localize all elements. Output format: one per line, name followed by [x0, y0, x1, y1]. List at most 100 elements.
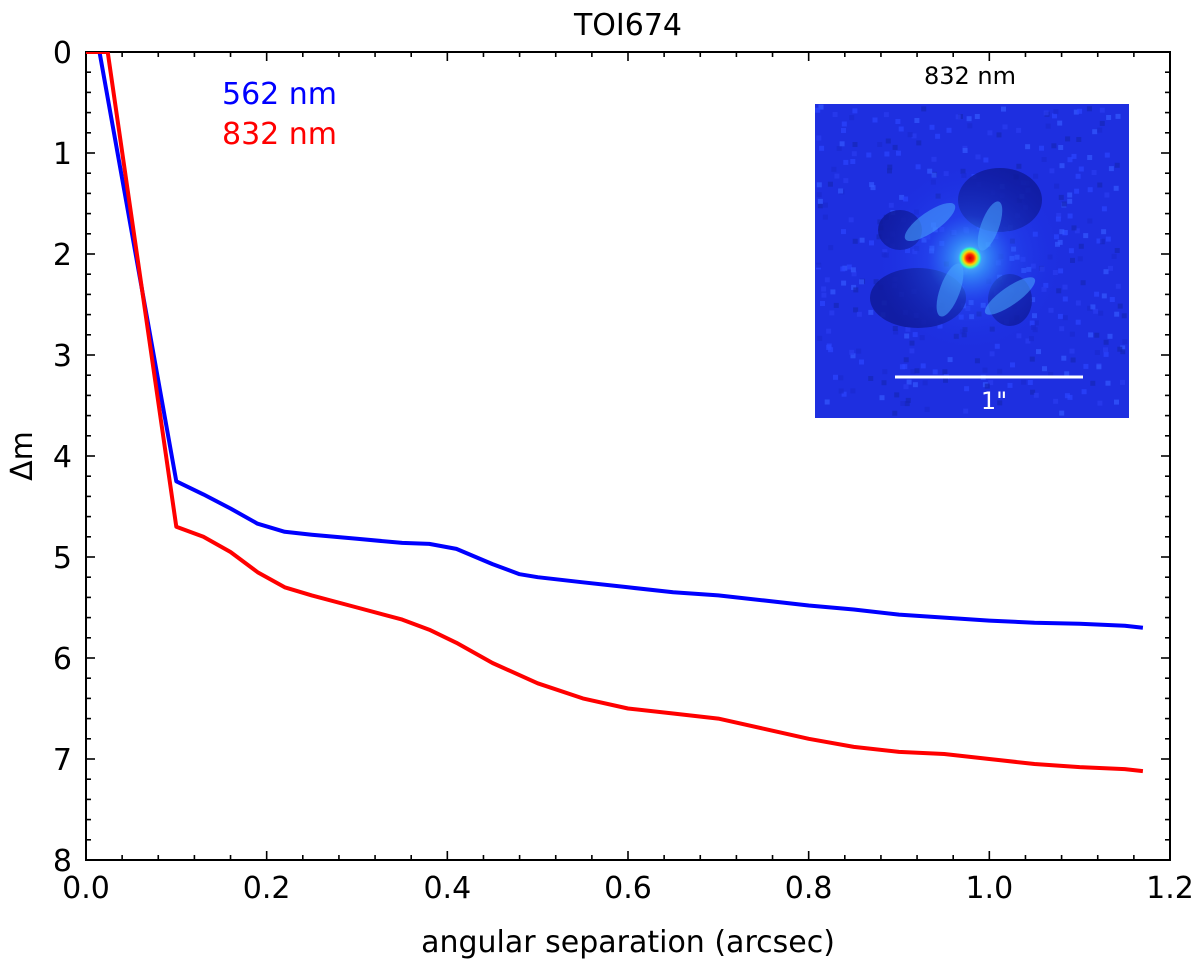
inset-noise-pixel	[869, 240, 874, 246]
inset-noise-pixel	[1103, 269, 1109, 275]
inset-noise-pixel	[1069, 331, 1075, 337]
inset-noise-pixel	[1058, 145, 1064, 150]
series-lines	[86, 52, 1144, 774]
inset-noise-pixel	[1057, 313, 1063, 319]
inset-noise-pixel	[1054, 183, 1060, 189]
inset-noise-pixel	[964, 386, 970, 392]
inset-noise-pixel	[884, 151, 890, 157]
inset-noise-pixel	[912, 382, 918, 388]
inset-noise-pixel	[1067, 198, 1073, 204]
inset-noise-pixel	[1071, 153, 1077, 159]
inset-noise-pixel	[1067, 394, 1073, 400]
inset-noise-pixel	[885, 138, 891, 144]
inset-noise-pixel	[1039, 145, 1044, 151]
inset-noise-pixel	[1111, 253, 1117, 259]
inset-noise-pixel	[841, 280, 847, 286]
inset-noise-pixel	[836, 146, 842, 151]
inset-noise-pixel	[1088, 332, 1094, 338]
inset-noise-pixel	[859, 279, 865, 285]
inset-noise-pixel	[824, 399, 830, 405]
inset-noise-pixel	[843, 178, 849, 184]
inset-noise-pixel	[1094, 332, 1100, 338]
y-tick-label: 7	[53, 743, 72, 778]
series-line-832nm	[86, 52, 1144, 774]
inset-noise-pixel	[1114, 248, 1120, 253]
inset-noise-pixel	[841, 229, 846, 235]
inset-noise-pixel	[1030, 389, 1036, 395]
x-tick-label: 0.6	[604, 871, 652, 906]
inset-noise-pixel	[892, 410, 898, 416]
inset-noise-pixel	[895, 119, 901, 124]
inset-noise-pixel	[974, 358, 980, 364]
inset-noise-pixel	[1107, 333, 1113, 339]
inset-noise-pixel	[834, 173, 840, 179]
inset-noise-pixel	[1073, 109, 1079, 115]
inset-noise-pixel	[893, 329, 899, 335]
inset-noise-pixel	[1070, 257, 1075, 263]
inset-noise-pixel	[1078, 166, 1084, 172]
inset-noise-pixel	[1092, 129, 1098, 135]
inset-noise-pixel	[1106, 115, 1112, 120]
inset-noise-pixel	[853, 307, 859, 313]
inset-noise-pixel	[833, 302, 839, 308]
inset-noise-pixel	[1075, 173, 1081, 179]
inset-noise-pixel	[1059, 326, 1065, 332]
inset-noise-pixel	[1083, 233, 1089, 239]
inset-star-core	[958, 246, 982, 270]
inset-noise-pixel	[850, 159, 856, 164]
inset-noise-pixel	[1029, 336, 1034, 342]
inset-scale-bar-label: 1"	[981, 387, 1007, 415]
inset-noise-pixel	[1104, 152, 1110, 158]
inset-noise-pixel	[1010, 362, 1015, 368]
inset-noise-pixel	[856, 311, 862, 317]
inset-noise-pixel	[881, 380, 887, 386]
inset-noise-pixel	[983, 157, 989, 163]
inset-noise-pixel	[914, 368, 920, 374]
inset-noise-pixel	[1051, 143, 1057, 149]
inset-noise-pixel	[1077, 108, 1083, 114]
inset-noise-pixel	[832, 112, 838, 117]
y-tick-label: 8	[53, 844, 72, 879]
legend-entry-562nm: 562 nm	[222, 77, 337, 112]
inset-noise-pixel	[816, 135, 822, 141]
inset-noise-pixel	[894, 392, 900, 398]
inset-noise-pixel	[1078, 243, 1084, 249]
inset-noise-pixel	[838, 188, 844, 194]
inset-noise-pixel	[932, 369, 938, 375]
inset-noise-pixel	[1090, 304, 1096, 310]
inset-noise-pixel	[879, 395, 885, 401]
legend-entry-832nm: 832 nm	[222, 117, 337, 152]
inset-noise-pixel	[905, 397, 911, 403]
inset-noise-pixel	[1090, 380, 1096, 386]
inset-noise-pixel	[1086, 106, 1092, 112]
inset-speckle-image: 832 nm 1"	[815, 62, 1129, 418]
inset-noise-pixel	[904, 401, 910, 407]
inset-noise-pixel	[1101, 206, 1107, 212]
y-axis-label: Δm	[5, 431, 40, 481]
inset-noise-pixel	[850, 388, 856, 394]
inset-noise-pixel	[900, 401, 906, 406]
inset-noise-pixel	[870, 185, 876, 191]
inset-noise-pixel	[1062, 315, 1068, 321]
axis-tick-labels: 0.0 0.2 0.4 0.6 0.8 1.0 1.2 0 1 2 3 4 5 6 7 8	[53, 36, 1194, 906]
inset-noise-pixel	[920, 363, 926, 369]
inset-noise-pixel	[1048, 372, 1054, 377]
inset-noise-pixel	[1096, 364, 1102, 370]
inset-noise-pixel	[820, 301, 825, 306]
inset-noise-pixel	[1049, 168, 1055, 174]
inset-noise-pixel	[1002, 124, 1008, 130]
inset-noise-pixel	[1108, 265, 1113, 271]
x-tick-label: 0.2	[243, 871, 291, 906]
inset-noise-pixel	[1087, 187, 1093, 193]
x-tick-label: 1.2	[1146, 871, 1194, 906]
inset-noise-pixel	[946, 127, 952, 133]
inset-noise-pixel	[974, 114, 980, 119]
inset-noise-pixel	[883, 112, 889, 118]
inset-noise-pixel	[1043, 110, 1049, 116]
inset-noise-pixel	[1108, 166, 1114, 172]
inset-noise-pixel	[1033, 173, 1039, 179]
inset-noise-pixel	[1114, 162, 1120, 168]
inset-noise-pixel	[1059, 229, 1065, 235]
inset-noise-pixel	[909, 348, 915, 354]
